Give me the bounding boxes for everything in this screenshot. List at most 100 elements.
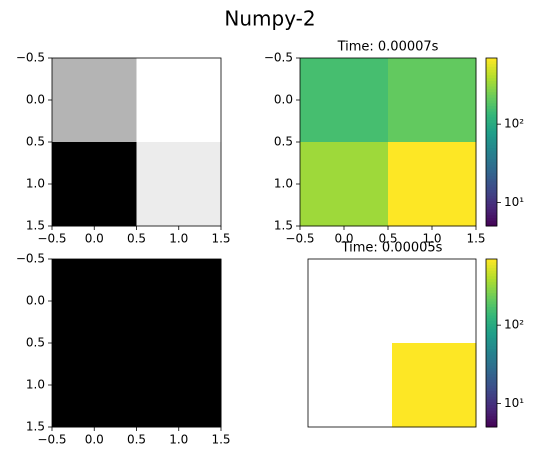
y-tick-label: 1.0 [274,177,293,191]
y-tick-label: 1.5 [26,420,45,434]
colorbar-segment [486,396,497,400]
colorbar-segment [486,105,497,109]
colorbar-segment [486,114,497,118]
x-tick-label: 1.5 [211,433,230,447]
colorbar-segment [486,329,497,333]
cell [392,343,477,428]
colorbar-segment [486,273,497,277]
colorbar-segment [486,387,497,392]
y-tick-label: 0.5 [26,135,45,149]
colorbar-segment [486,72,497,76]
colorbar-segment [486,77,497,81]
y-tick-label: 1.0 [26,177,45,191]
colorbar-segment [486,413,497,417]
colorbar-segment [486,175,497,179]
colorbar-segment [486,178,497,182]
colorbar-segment [486,133,497,137]
cell [52,142,137,227]
cell [300,142,389,227]
y-tick-label: 0.5 [26,336,45,350]
cell [52,259,137,344]
colorbar-segment [486,261,497,266]
colorbar-segment [486,139,497,143]
cell [388,58,477,143]
colorbar-segment [486,410,497,414]
colorbar-segment [486,340,497,344]
colorbar-segment [486,401,497,406]
cell [136,58,222,143]
colorbar-segment [486,156,497,160]
colorbar-segment [486,278,497,282]
x-tick-label: 0.5 [127,433,146,447]
colorbar-segment [486,86,497,90]
colorbar-segment [486,63,497,67]
colorbar-segment [486,362,497,366]
colorbar-segment [486,97,497,101]
y-tick-label: −0.5 [16,51,45,65]
colorbar-tick-label: 10² [504,117,524,131]
x-tick-label: 0.0 [85,232,104,246]
colorbar-segment [486,275,497,280]
x-tick-label: 1.0 [169,433,188,447]
colorbar-segment [486,337,497,341]
colorbar-segment [486,407,497,411]
colorbar-segment [486,284,497,288]
colorbar-segment [486,195,497,199]
colorbar-segment [486,203,497,207]
colorbar-segment [486,161,497,165]
colorbar-segment [486,331,497,336]
axes-title: Time: 0.00007s [337,40,439,55]
cell [136,259,222,344]
y-tick-label: −0.5 [264,51,293,65]
colorbar-segment [486,217,497,221]
colorbar-segment [486,373,497,378]
colorbar-segment [486,74,497,79]
colorbar-segment [486,130,497,135]
colorbar-tick-label: 10¹ [504,396,524,410]
cell [52,58,137,143]
cell [388,142,477,227]
colorbar-segment [486,326,497,330]
colorbar-segment [486,343,497,347]
colorbar-segment [486,365,497,369]
y-tick-label: 1.5 [26,219,45,233]
colorbar-segment [486,351,497,355]
colorbar-segment [486,320,497,324]
colorbar-segment [486,102,497,107]
colorbar-segment [486,83,497,87]
colorbar-segment [486,128,497,132]
colorbar-segment [486,184,497,188]
y-tick-label: −0.5 [16,252,45,266]
colorbar-segment [486,66,497,70]
x-tick-label: 0.5 [127,232,146,246]
cell [300,58,389,143]
colorbar-segment [486,315,497,319]
colorbar-segment [486,334,497,338]
colorbar-segment [486,80,497,84]
colorbar-segment [486,345,497,350]
colorbar-segment [486,136,497,140]
x-tick-label: 0.0 [85,433,104,447]
colorbar-segment [486,108,497,112]
colorbar-segment [486,116,497,121]
colorbar-segment [486,212,497,216]
colorbar-segment [486,287,497,291]
colorbar-segment [486,125,497,129]
y-tick-label: 0.0 [26,93,45,107]
colorbar-segment [486,264,497,268]
colorbar-segment [486,259,497,263]
x-tick-label: 1.0 [169,232,188,246]
x-tick-label: 1.0 [422,232,441,246]
colorbar-segment [486,306,497,310]
cell [136,142,222,227]
colorbar-segment [486,198,497,202]
x-tick-label: 1.5 [211,232,230,246]
axes-title: Time: 0.00005s [341,241,443,256]
colorbar-frame [485,258,498,428]
colorbar-tick-label: 10² [504,318,524,332]
colorbar-segment [486,393,497,397]
colorbar-segment [486,94,497,98]
colorbar-segment [486,100,497,104]
y-tick-label: 1.5 [274,219,293,233]
